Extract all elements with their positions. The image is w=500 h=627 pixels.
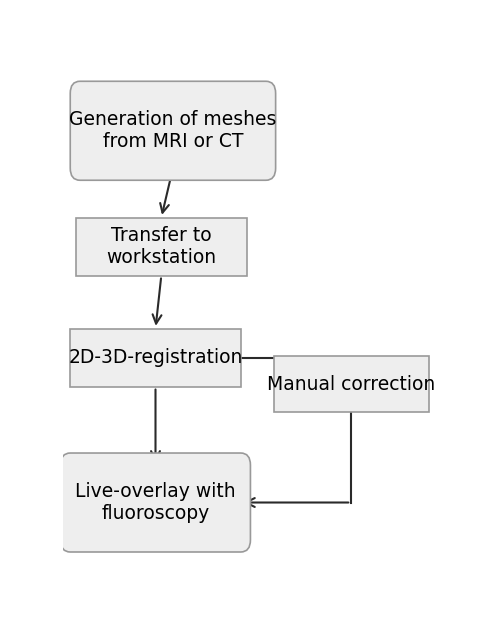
FancyBboxPatch shape: [76, 218, 246, 276]
Text: 2D-3D-registration: 2D-3D-registration: [68, 348, 242, 367]
Text: Manual correction: Manual correction: [267, 375, 436, 394]
FancyBboxPatch shape: [60, 453, 250, 552]
FancyBboxPatch shape: [70, 82, 276, 180]
FancyBboxPatch shape: [274, 357, 428, 412]
Text: Live-overlay with
fluoroscopy: Live-overlay with fluoroscopy: [75, 482, 236, 523]
Text: Transfer to
workstation: Transfer to workstation: [106, 226, 216, 267]
FancyBboxPatch shape: [70, 329, 241, 387]
Text: Generation of meshes
from MRI or CT: Generation of meshes from MRI or CT: [69, 110, 276, 151]
